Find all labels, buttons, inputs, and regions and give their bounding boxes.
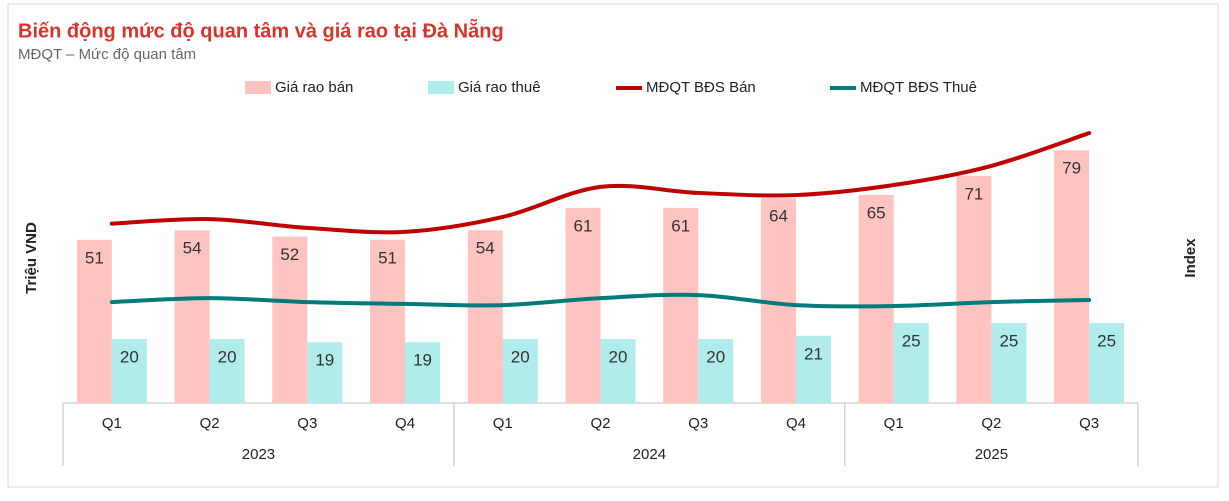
x-tick-label: Q1 [493, 415, 513, 432]
legend-label: Giá rao bán [275, 79, 353, 96]
line-series [109, 131, 1092, 235]
x-tick-label: Q2 [200, 415, 220, 432]
x-group-label: 2025 [975, 446, 1008, 463]
bar [600, 339, 636, 403]
data-label: 52 [280, 245, 299, 264]
bar [272, 236, 308, 403]
x-tick-label: Q4 [395, 415, 415, 432]
bar [795, 335, 831, 403]
x-tick-label: Q3 [1079, 415, 1099, 432]
data-label: 51 [85, 248, 104, 267]
data-label: 20 [218, 347, 237, 366]
legend-swatch [428, 81, 454, 94]
data-label: 20 [609, 347, 628, 366]
y-axis-title: Triệu VND [23, 222, 40, 294]
bar [698, 339, 734, 403]
x-tick-label: Q1 [884, 415, 904, 432]
data-label: 19 [413, 351, 432, 370]
legend-label: Giá rao thuê [458, 79, 541, 96]
bar [893, 323, 929, 403]
bar [111, 339, 147, 403]
y2-axis-title: Index [1182, 238, 1199, 278]
x-group-label: 2023 [242, 446, 275, 463]
data-label: 21 [804, 344, 823, 363]
bar [663, 207, 699, 403]
chart-subtitle: MĐQT – Mức độ quan tâm [18, 46, 196, 63]
bar [307, 342, 343, 403]
chart-border [7, 3, 1219, 488]
legend-swatch [245, 81, 271, 94]
bar [1054, 150, 1090, 403]
data-label: 25 [999, 331, 1018, 350]
x-tick-label: Q2 [590, 415, 610, 432]
bar [502, 339, 538, 403]
bar [209, 339, 245, 403]
bar [467, 230, 503, 403]
data-label: 20 [120, 347, 139, 366]
data-label: 19 [315, 351, 334, 370]
legend-label: MĐQT BĐS Thuê [860, 79, 977, 96]
data-label: 61 [574, 216, 593, 235]
x-tick-label: Q4 [786, 415, 806, 432]
x-group-label: 2024 [633, 446, 666, 463]
data-label: 65 [867, 203, 886, 222]
x-tick-label: Q1 [102, 415, 122, 432]
bar [370, 239, 406, 403]
bar [565, 207, 601, 403]
data-label: 25 [902, 331, 921, 350]
data-label: 64 [769, 207, 788, 226]
data-label: 20 [706, 347, 725, 366]
data-label: 61 [671, 216, 690, 235]
data-label: 51 [378, 248, 397, 267]
x-tick-label: Q2 [981, 415, 1001, 432]
legend-label: MĐQT BĐS Bán [646, 79, 756, 96]
bar [956, 175, 992, 403]
bar [76, 239, 112, 403]
data-label: 20 [511, 347, 530, 366]
bar [174, 230, 210, 403]
bar [405, 342, 441, 403]
bar [991, 323, 1027, 403]
line-series [109, 292, 1092, 309]
x-tick-label: Q3 [297, 415, 317, 432]
data-label: 54 [183, 239, 202, 258]
bar [1089, 323, 1125, 403]
bar [858, 195, 894, 403]
data-label: 54 [476, 239, 495, 258]
data-label: 79 [1062, 159, 1081, 178]
data-label: 25 [1097, 331, 1116, 350]
x-tick-label: Q3 [688, 415, 708, 432]
chart-title: Biến động mức độ quan tâm và giá rao tại… [18, 18, 504, 42]
data-label: 71 [964, 184, 983, 203]
